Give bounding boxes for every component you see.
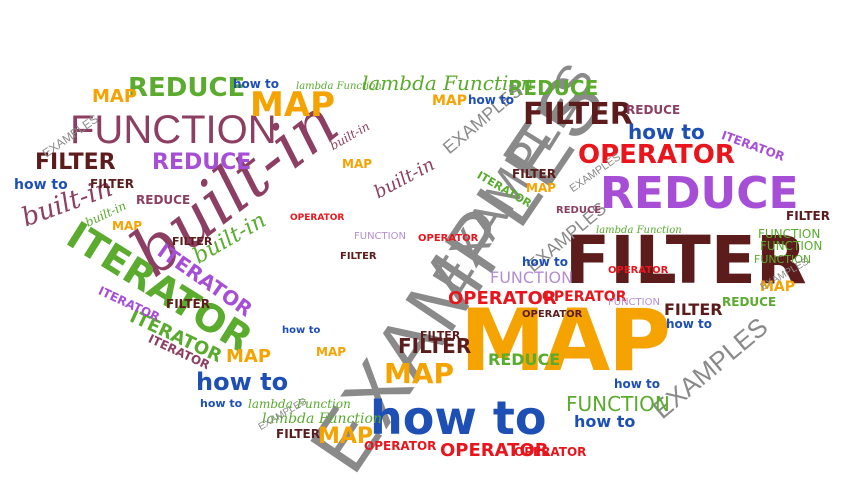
word-howto-8: how to: [200, 397, 243, 410]
word-filter-6: FILTER: [90, 177, 134, 191]
word-operator-2: OPERATOR: [448, 288, 557, 309]
word-map-8: MAP: [112, 219, 143, 233]
word-function-6: FUNCTION: [754, 253, 812, 266]
word-map-11: MAP: [342, 157, 373, 171]
word-function-2: FUNCTION: [566, 392, 670, 416]
word-howto-big: how to: [370, 391, 547, 445]
word-howto-2: how to: [628, 120, 705, 144]
word-filter-9: FILTER: [166, 297, 210, 311]
word-filter-8: FILTER: [276, 427, 320, 441]
word-filter-2: FILTER: [523, 97, 633, 132]
word-operator-3: OPERATOR: [440, 440, 549, 461]
word-reduce-3: REDUCE: [152, 150, 252, 175]
word-map-7: MAP: [432, 93, 468, 109]
word-operator-4: OPERATOR: [542, 289, 627, 305]
word-filter-5: FILTER: [664, 300, 723, 319]
word-map-6: MAP: [92, 86, 138, 107]
word-reduce-big: REDUCE: [600, 168, 799, 219]
word-howto-5: how to: [233, 77, 280, 91]
word-filter-big: FILTER: [565, 222, 807, 299]
word-reduce-4: REDUCE: [508, 76, 599, 100]
word-howto-7: how to: [468, 93, 515, 107]
word-map-2: MAP: [250, 85, 336, 125]
word-function-5: FUNCTION: [760, 239, 823, 253]
word-reduce-6: REDUCE: [722, 295, 777, 309]
word-reduce-2: REDUCE: [128, 73, 246, 103]
word-reduce-9: REDUCE: [556, 205, 602, 216]
word-filter-4: FILTER: [398, 334, 472, 358]
word-operator-5: OPERATOR: [514, 445, 587, 459]
word-lambda-5: lambda Function: [596, 225, 682, 236]
word-map-12: MAP: [316, 345, 347, 359]
word-operator-9: OPERATOR: [290, 213, 345, 223]
word-lambda-3: lambda Function: [248, 397, 351, 411]
word-function-3: FUNCTION: [490, 268, 574, 287]
word-map-5: MAP: [226, 346, 272, 367]
word-filter-7: FILTER: [786, 209, 830, 223]
word-operator-8: OPERATOR: [418, 233, 479, 244]
word-map-4: MAP: [318, 424, 374, 449]
word-howto-9: how to: [522, 255, 569, 269]
word-map-10: MAP: [526, 181, 557, 195]
word-operator-1: OPERATOR: [578, 140, 735, 170]
word-lambda-2: lambda Function: [262, 411, 382, 427]
word-operator-10: OPERATOR: [608, 265, 669, 276]
word-filter-10: FILTER: [512, 167, 556, 181]
word-filter-11: FILTER: [420, 329, 461, 342]
word-function-8: FUNCTION: [608, 297, 660, 308]
word-map-3: MAP: [384, 357, 455, 390]
word-reduce-5: REDUCE: [488, 350, 561, 369]
word-lambda-4: lambda Function: [296, 81, 382, 92]
word-builtin-4: built-in: [370, 153, 439, 204]
word-howto-10: how to: [666, 317, 713, 331]
word-function-7: FUNCTION: [354, 231, 406, 242]
word-operator-6: OPERATOR: [364, 439, 437, 453]
word-lambda-1: lambda Function: [362, 71, 534, 95]
word-howto-12: how to: [282, 325, 321, 336]
word-reduce-7: REDUCE: [626, 103, 681, 117]
word-filter-13: FILTER: [340, 251, 377, 262]
word-reduce-8: REDUCE: [136, 193, 191, 207]
word-filter-12: FILTER: [172, 235, 213, 248]
word-howto-3: how to: [196, 368, 289, 396]
word-howto-4: how to: [574, 412, 636, 431]
word-howto-11: how to: [614, 377, 661, 391]
word-function-big: FUNCTION: [70, 108, 277, 152]
word-map-9: MAP: [760, 279, 796, 295]
word-howto-6: how to: [14, 177, 68, 193]
word-operator-7: OPERATOR: [522, 309, 583, 320]
word-function-4: FUNCTION: [758, 227, 821, 241]
word-map-big: MAP: [460, 291, 671, 391]
word-filter-3: FILTER: [35, 150, 116, 175]
